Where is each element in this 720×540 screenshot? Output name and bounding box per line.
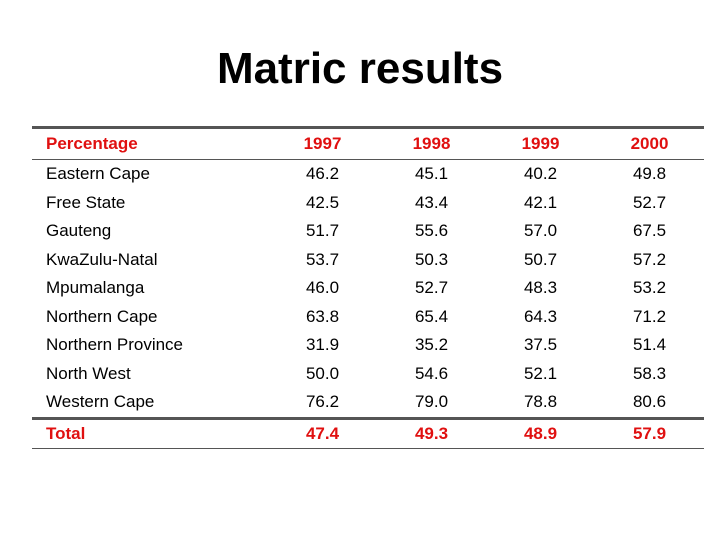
- value-1997: 76.2: [305, 392, 340, 411]
- region-name: Northern Province: [46, 335, 184, 354]
- region-name: Eastern Cape: [46, 164, 150, 183]
- total-2000: 57.9: [632, 423, 667, 443]
- value-1998: 65.4: [414, 306, 449, 326]
- value-1998: 35.2: [414, 335, 449, 354]
- value-2000: 53.2: [632, 278, 667, 297]
- region-name: KwaZulu-Natal: [46, 249, 158, 269]
- column-header-1999: 1999: [521, 134, 560, 153]
- value-1999: 57.0: [523, 221, 558, 240]
- table-row: Northern Province 31.9 35.2 37.5 51.4: [32, 331, 704, 360]
- total-row: Total 47.4 49.3 48.9 57.9: [32, 418, 704, 448]
- region-name: Northern Cape: [46, 306, 158, 326]
- table-row: Western Cape 76.2 79.0 78.8 80.6: [32, 388, 704, 418]
- value-1998: 52.7: [414, 278, 449, 297]
- column-header-1997: 1997: [303, 134, 342, 153]
- value-2000: 49.8: [632, 164, 667, 183]
- value-1999: 52.1: [523, 363, 558, 383]
- value-2000: 58.3: [632, 363, 667, 383]
- value-1997: 51.7: [305, 221, 340, 240]
- value-1999: 40.2: [523, 164, 558, 183]
- value-1999: 50.7: [523, 249, 558, 269]
- table-row: Mpumalanga 46.0 52.7 48.3 53.2: [32, 274, 704, 303]
- column-header-1998: 1998: [412, 134, 451, 153]
- column-header-2000: 2000: [630, 134, 669, 153]
- region-name: Free State: [46, 192, 126, 212]
- value-2000: 71.2: [632, 306, 667, 326]
- table-row: KwaZulu-Natal 53.7 50.3 50.7 57.2: [32, 246, 704, 275]
- table-row: Free State 42.5 43.4 42.1 52.7: [32, 189, 704, 218]
- value-2000: 57.2: [632, 249, 667, 269]
- value-2000: 80.6: [632, 392, 667, 411]
- table-row: Eastern Cape 46.2 45.1 40.2 49.8: [32, 160, 704, 189]
- value-1999: 64.3: [523, 306, 558, 326]
- value-1997: 46.2: [305, 164, 340, 183]
- matric-results-table: Percentage 1997 1998 1999 2000 Eastern C…: [32, 126, 704, 449]
- region-name: Mpumalanga: [46, 278, 145, 297]
- total-label: Total: [46, 423, 86, 443]
- value-2000: 67.5: [632, 221, 667, 240]
- value-1999: 78.8: [523, 392, 558, 411]
- table-row: Northern Cape 63.8 65.4 64.3 71.2: [32, 303, 704, 332]
- table-header-row: Percentage 1997 1998 1999 2000: [32, 127, 704, 160]
- value-1998: 79.0: [414, 392, 449, 411]
- value-1998: 43.4: [414, 192, 449, 212]
- column-header-percentage: Percentage: [46, 134, 138, 153]
- value-1999: 42.1: [523, 192, 558, 212]
- total-1999: 48.9: [523, 423, 558, 443]
- value-1998: 50.3: [414, 249, 449, 269]
- value-1997: 46.0: [305, 278, 340, 297]
- value-2000: 52.7: [632, 192, 667, 212]
- region-name: Western Cape: [46, 392, 155, 411]
- value-1997: 53.7: [305, 249, 340, 269]
- region-name: North West: [46, 363, 131, 383]
- value-1997: 31.9: [305, 335, 340, 354]
- value-1998: 45.1: [414, 164, 449, 183]
- value-1999: 48.3: [523, 278, 558, 297]
- region-name: Gauteng: [46, 221, 112, 240]
- value-1998: 54.6: [414, 363, 449, 383]
- table-row: North West 50.0 54.6 52.1 58.3: [32, 360, 704, 389]
- total-1997: 47.4: [305, 423, 340, 443]
- value-1999: 37.5: [523, 335, 558, 354]
- slide-title: Matric results: [216, 44, 504, 93]
- value-1997: 63.8: [305, 306, 340, 326]
- total-1998: 49.3: [414, 423, 449, 443]
- value-1997: 50.0: [305, 363, 340, 383]
- table-row: Gauteng 51.7 55.6 57.0 67.5: [32, 217, 704, 246]
- value-2000: 51.4: [632, 335, 667, 354]
- value-1997: 42.5: [305, 192, 340, 212]
- value-1998: 55.6: [414, 221, 449, 240]
